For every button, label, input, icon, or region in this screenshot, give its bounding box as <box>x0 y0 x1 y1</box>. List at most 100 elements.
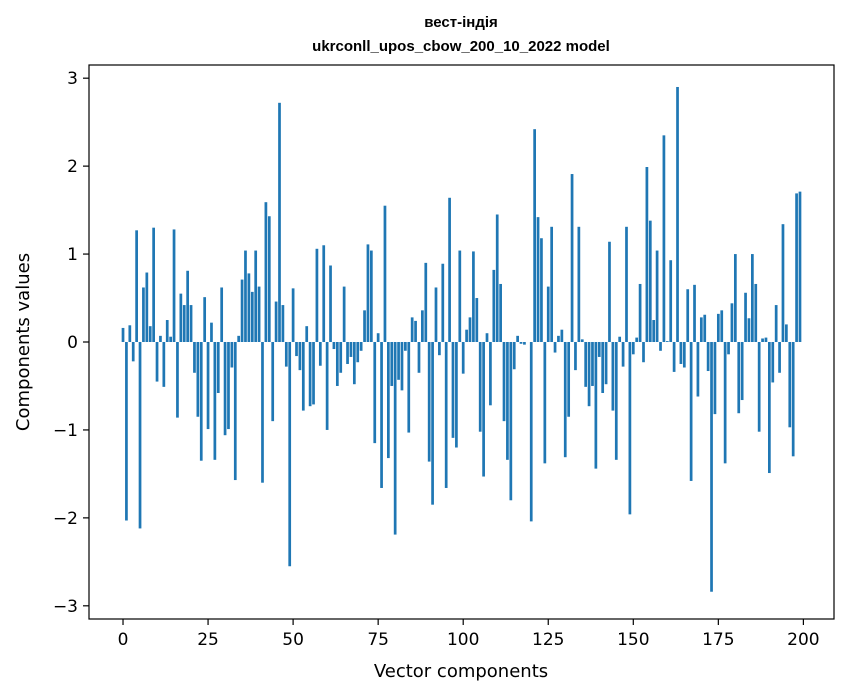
bar-144 <box>611 342 615 411</box>
bar-183 <box>744 292 747 342</box>
bar-41 <box>261 342 264 483</box>
bar-66 <box>346 342 349 364</box>
bar-78 <box>387 342 390 459</box>
bar-84 <box>407 342 411 433</box>
bar-79 <box>390 342 394 386</box>
bar-136 <box>584 342 588 387</box>
bar-38 <box>250 291 254 342</box>
x-tick-label: 25 <box>197 630 219 650</box>
bar-125 <box>546 286 550 342</box>
bar-64 <box>339 342 343 373</box>
bar-137 <box>587 342 591 407</box>
bar-37 <box>247 273 251 342</box>
bar-28 <box>216 342 220 393</box>
bar-111 <box>499 283 502 342</box>
bar-6 <box>142 287 145 342</box>
y-axis-label: Components values <box>13 253 34 431</box>
bar-147 <box>621 342 625 367</box>
bar-77 <box>383 205 387 342</box>
bar-158 <box>659 342 662 351</box>
bar-39 <box>254 250 258 342</box>
bar-61 <box>329 265 332 342</box>
bar-184 <box>747 318 751 342</box>
bar-62 <box>332 342 336 350</box>
bar-171 <box>703 314 707 342</box>
x-axis-ticks: 0 25 50 75 100 125 150 175 200 <box>118 619 820 650</box>
bar-16 <box>176 342 179 418</box>
bar-192 <box>774 305 778 342</box>
bar-87 <box>417 342 421 373</box>
bar-31 <box>227 342 230 430</box>
bar-106 <box>482 342 485 477</box>
bar-102 <box>468 317 472 342</box>
bar-90 <box>427 342 431 462</box>
bar-173 <box>710 342 713 592</box>
x-axis-label: Vector components <box>374 661 548 682</box>
bar-40 <box>257 286 261 342</box>
bar-120 <box>529 342 533 522</box>
bar-30 <box>223 342 227 436</box>
chart-title-line2: ukrconll_upos_cbow_200_10_2022 model <box>312 38 610 55</box>
bar-139 <box>594 342 598 469</box>
bar-91 <box>431 342 434 505</box>
bar-2 <box>128 325 132 342</box>
bar-93 <box>438 342 441 356</box>
bar-165 <box>682 342 686 368</box>
bar-188 <box>761 338 764 342</box>
bar-140 <box>597 342 601 357</box>
bar-67 <box>349 342 353 357</box>
bar-8 <box>148 326 152 342</box>
bar-142 <box>604 342 608 385</box>
bar-128 <box>557 335 560 342</box>
bar-118 <box>523 342 526 345</box>
bar-117 <box>519 342 523 344</box>
bar-191 <box>771 342 775 383</box>
bar-98 <box>455 342 458 448</box>
chart-title-line1: вест-індія <box>424 14 498 31</box>
x-tick-label: 200 <box>787 630 819 650</box>
bar-23 <box>199 342 203 461</box>
bar-95 <box>444 342 448 488</box>
bar-127 <box>553 342 557 353</box>
bar-26 <box>210 322 213 342</box>
bar-159 <box>662 135 666 342</box>
bar-164 <box>679 342 683 364</box>
bar-19 <box>186 270 190 342</box>
y-tick-label: 0 <box>67 333 78 353</box>
bar-180 <box>733 254 737 342</box>
x-tick-label: 150 <box>617 630 649 650</box>
bar-149 <box>628 342 632 515</box>
bar-190 <box>768 342 771 474</box>
bar-134 <box>577 226 581 342</box>
bar-9 <box>152 227 155 342</box>
bar-156 <box>652 320 656 342</box>
bar-33 <box>233 342 237 481</box>
bar-56 <box>312 342 315 405</box>
x-tick-label: 125 <box>532 630 564 650</box>
bar-4 <box>135 230 138 342</box>
bar-44 <box>271 342 275 422</box>
bar-197 <box>791 342 795 457</box>
bar-129 <box>560 329 564 342</box>
bar-58 <box>318 342 322 366</box>
bar-86 <box>414 320 417 342</box>
bar-48 <box>284 342 288 367</box>
bar-157 <box>655 250 659 342</box>
x-tick-label: 0 <box>118 630 129 650</box>
bar-130 <box>563 342 567 458</box>
y-tick-label: 3 <box>67 69 78 89</box>
bar-18 <box>182 305 186 342</box>
bar-57 <box>315 248 319 342</box>
bar-63 <box>335 342 339 386</box>
bar-176 <box>720 310 724 342</box>
bar-72 <box>366 244 370 342</box>
bar-7 <box>145 272 149 342</box>
bar-46 <box>278 102 281 342</box>
bar-12 <box>162 342 166 387</box>
bar-54 <box>305 326 309 342</box>
bar-75 <box>376 333 380 342</box>
bar-177 <box>723 342 727 464</box>
bar-96 <box>448 197 451 342</box>
bar-15 <box>172 229 176 342</box>
bar-172 <box>706 342 710 372</box>
